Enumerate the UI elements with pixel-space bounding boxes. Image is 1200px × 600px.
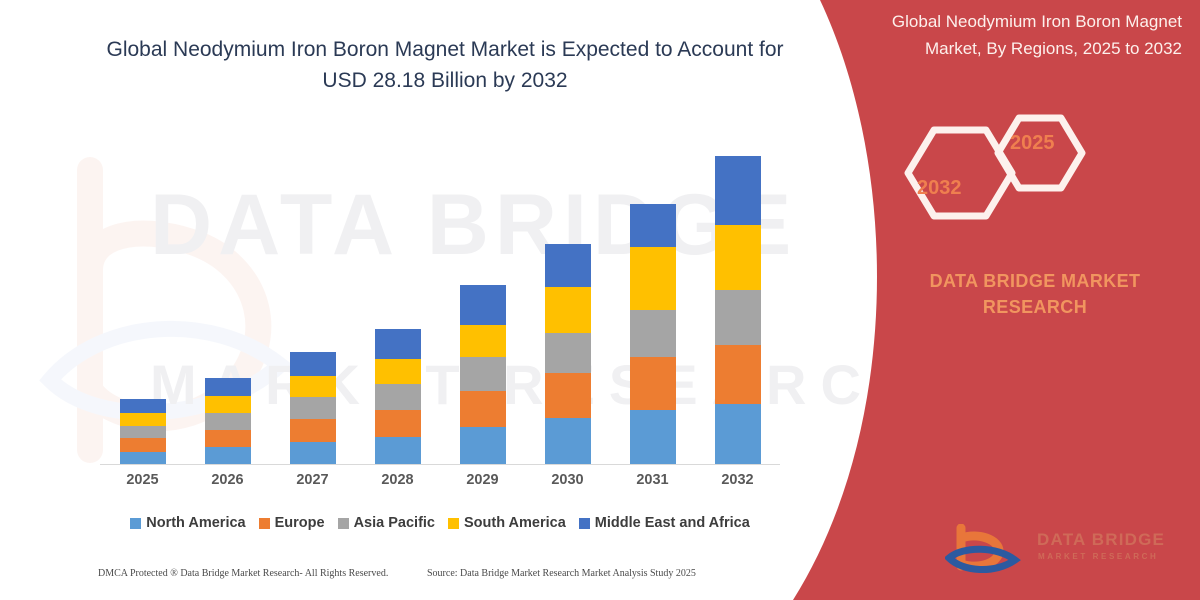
legend-swatch-icon (130, 517, 142, 529)
company-logo: DATA BRIDGE MARKET RESEARCH (943, 523, 1185, 580)
segment-middle-east-and-africa (544, 244, 591, 288)
x-axis-labels: 2025 2026 2027 2028 2029 2030 2031 2032 (100, 472, 780, 496)
right-panel-content: Global Neodymium Iron Boron Magnet Marke… (870, 0, 1200, 600)
x-axis-line (100, 464, 780, 465)
chart-panel: DATA BRIDGE MARKET RESEARCH Global Neody… (0, 38, 900, 590)
segment-middle-east-and-africa (289, 352, 336, 377)
segment-south-america (119, 413, 166, 426)
x-label-2030: 2030 (551, 472, 584, 488)
segment-asia-pacific (289, 397, 336, 420)
bar-2031 (629, 204, 676, 465)
footer: DMCA Protected ® Data Bridge Market Rese… (0, 568, 900, 590)
logo-subtitle: MARKET RESEARCH (1038, 552, 1159, 561)
segment-north-america (374, 437, 421, 465)
segment-asia-pacific (119, 425, 166, 439)
brand-name: DATA BRIDGE MARKET RESEARCH (929, 271, 1141, 317)
x-label-2032: 2032 (721, 472, 754, 488)
segment-europe (374, 410, 421, 438)
watermark-line-1: DATA BRIDGE (150, 177, 798, 273)
logo-title: DATA BRIDGE (1037, 530, 1166, 549)
segment-middle-east-and-africa (374, 329, 421, 360)
segment-europe (629, 357, 676, 411)
legend-item-middle-east-and-africa[interactable]: Middle East and Africa (578, 515, 750, 531)
bar-2030 (544, 244, 591, 465)
segment-asia-pacific (204, 412, 251, 430)
data-bridge-logo-icon (943, 523, 1021, 574)
legend-swatch-icon (258, 517, 270, 529)
segment-south-america (204, 396, 251, 413)
segment-europe (119, 438, 166, 452)
bar-2032 (714, 156, 761, 465)
segment-asia-pacific (714, 289, 761, 345)
hexagon-group-icon (904, 114, 1086, 220)
legend-label: South America (464, 515, 566, 531)
bar-2028 (374, 329, 421, 465)
segment-south-america (459, 324, 506, 358)
segment-middle-east-and-africa (714, 156, 761, 225)
x-label-2026: 2026 (211, 472, 244, 488)
segment-north-america (204, 447, 251, 465)
x-label-2029: 2029 (466, 472, 499, 488)
bar-2026 (204, 378, 251, 465)
bar-chart-plot (100, 120, 780, 465)
watermark-line-2: MARKET RESEARCH (150, 353, 900, 416)
legend-label: North America (146, 515, 246, 531)
segment-north-america (289, 441, 336, 465)
watermark-text: DATA BRIDGE MARKET RESEARCH (150, 150, 900, 460)
segment-middle-east-and-africa (204, 378, 251, 397)
segment-europe (714, 344, 761, 404)
right-panel-title: Global Neodymium Iron Boron Magnet Marke… (891, 12, 1182, 58)
segment-north-america (629, 410, 676, 465)
legend-item-north-america[interactable]: North America (130, 515, 246, 531)
legend-item-south-america[interactable]: South America (448, 515, 566, 531)
footer-source: Source: Data Bridge Market Research Mark… (427, 568, 696, 579)
segment-south-america (374, 359, 421, 385)
footer-copyright: DMCA Protected ® Data Bridge Market Rese… (98, 568, 389, 579)
legend-swatch-icon (448, 517, 459, 529)
legend-item-europe[interactable]: Europe (258, 515, 325, 531)
segment-asia-pacific (459, 357, 506, 392)
bar-2025 (119, 399, 166, 465)
bar-2029 (459, 284, 506, 465)
legend-label: Asia Pacific (353, 515, 435, 531)
chart-legend: North America Europe Asia Pacific South Ame… (100, 511, 780, 535)
segment-middle-east-and-africa (119, 399, 166, 414)
x-label-2027: 2027 (296, 472, 329, 488)
segment-south-america (714, 224, 761, 290)
segment-middle-east-and-africa (629, 204, 676, 247)
segment-europe (289, 419, 336, 442)
segment-asia-pacific (544, 333, 591, 374)
segment-europe (204, 429, 251, 448)
segment-north-america (459, 427, 506, 465)
bar-2027 (289, 352, 336, 465)
segment-north-america (119, 451, 166, 465)
segment-south-america (629, 246, 676, 310)
legend-item-asia-pacific[interactable]: Asia Pacific (337, 515, 435, 531)
x-label-2028: 2028 (381, 472, 414, 488)
page-title: Global Neodymium Iron Boron Magnet Marke… (106, 38, 784, 92)
legend-swatch-icon (337, 517, 349, 529)
legend-label: Middle East and Africa (594, 515, 750, 531)
segment-asia-pacific (629, 309, 676, 358)
segment-south-america (289, 376, 336, 398)
hexagon-label-start-year: 2032 (917, 177, 962, 199)
hexagon-label-end-year: 2025 (1010, 132, 1055, 154)
segment-europe (544, 373, 591, 419)
segment-north-america (714, 403, 761, 465)
legend-label: Europe (274, 515, 325, 531)
segment-asia-pacific (374, 384, 421, 411)
legend-swatch-icon (578, 517, 590, 529)
segment-europe (459, 391, 506, 428)
segment-south-america (544, 287, 591, 334)
segment-middle-east-and-africa (459, 284, 506, 325)
segment-north-america (544, 418, 591, 465)
x-label-2025: 2025 (126, 472, 159, 488)
x-label-2031: 2031 (636, 472, 669, 488)
